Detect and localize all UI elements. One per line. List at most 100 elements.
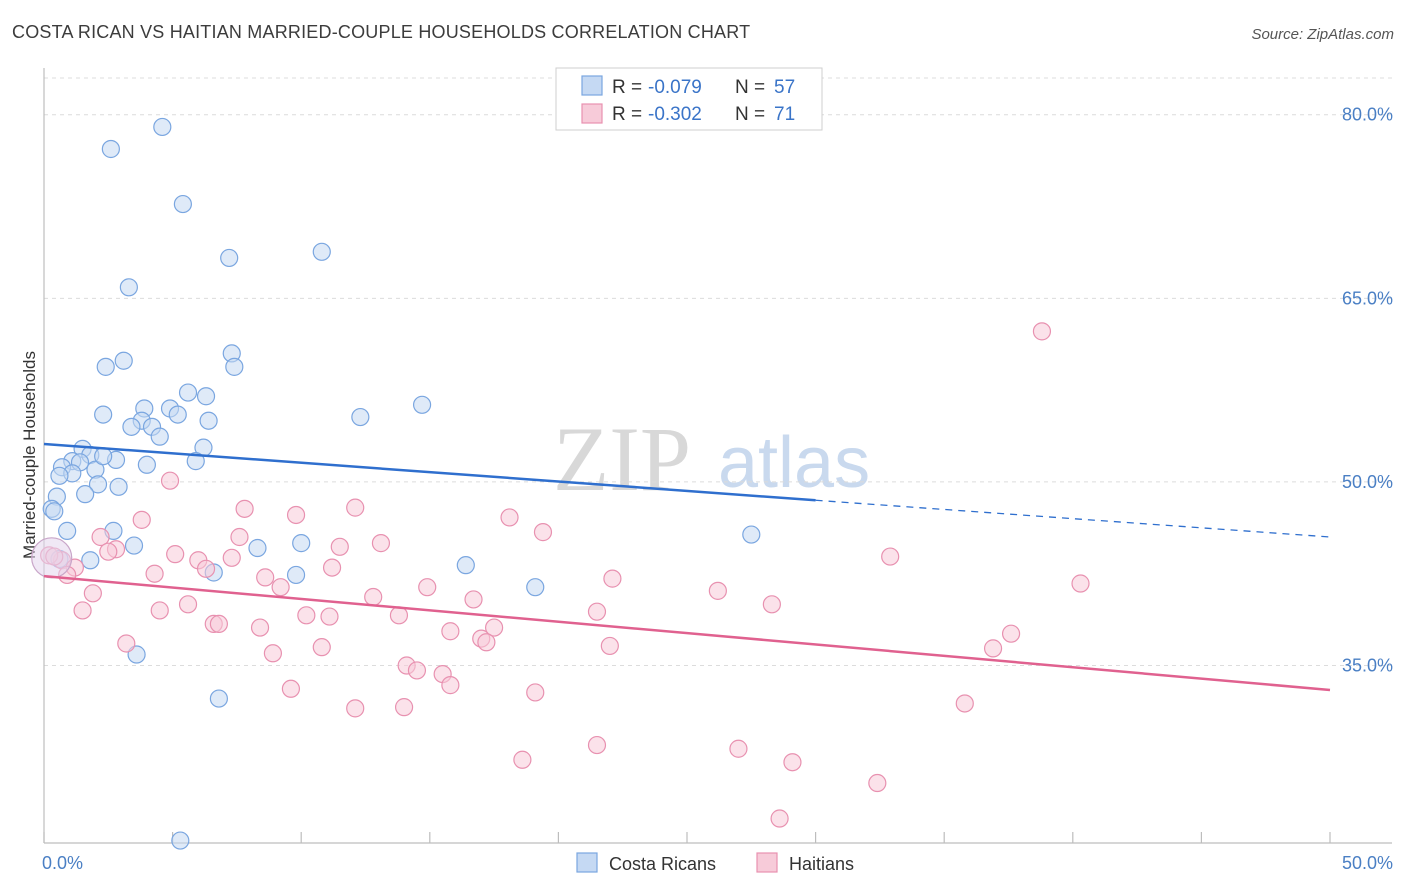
point-haitians-11 <box>330 537 349 556</box>
chart-source: Source: ZipAtlas.com <box>1251 26 1394 43</box>
point-haitians-40 <box>389 606 409 625</box>
point-haitians-57 <box>441 676 460 695</box>
point-costa-ricans-48 <box>456 556 475 575</box>
point-haitians-24 <box>256 568 275 587</box>
point-haitians-25 <box>603 569 622 588</box>
point-costa-ricans-19 <box>199 411 218 430</box>
legend-swatch-haitians <box>581 103 603 124</box>
point-haitians-64 <box>729 739 748 758</box>
trend-line-costa-ricans <box>43 442 816 502</box>
point-haitians-8 <box>91 527 110 547</box>
point-costa-ricans-4 <box>312 242 331 261</box>
legend-n-value-1: 57 <box>774 77 795 98</box>
series-legend: Costa Ricans Haitians <box>576 852 854 874</box>
point-haitians-5 <box>500 508 519 527</box>
point-haitians-22 <box>145 564 164 583</box>
point-haitians-63 <box>587 735 607 755</box>
point-haitians-4 <box>286 505 306 525</box>
point-haitians-1 <box>160 471 180 490</box>
point-haitians-9 <box>230 527 249 547</box>
point-haitians-0 <box>1032 322 1052 341</box>
point-costa-ricans-44 <box>292 534 311 553</box>
series-legend-label-costa-ricans: Costa Ricans <box>609 854 716 874</box>
point-haitians-29 <box>708 581 727 600</box>
point-costa-ricans-47 <box>81 551 100 570</box>
legend-swatch-costa-ricans <box>581 75 603 96</box>
point-haitians-2 <box>235 499 254 518</box>
point-costa-ricans-16 <box>168 405 187 424</box>
point-costa-ricans-20 <box>122 417 141 436</box>
point-haitians-55 <box>407 661 427 680</box>
point-haitians-46 <box>1001 624 1021 643</box>
point-haitians-27 <box>271 578 290 597</box>
point-costa-ricans-29 <box>186 452 205 471</box>
legend-n-label-2: N = <box>735 104 765 125</box>
watermark: ZIP atlas <box>553 408 870 510</box>
trend-lines <box>43 442 1331 692</box>
point-haitians-15 <box>881 547 900 566</box>
point-haitians-13 <box>99 542 118 561</box>
point-haitians-61 <box>346 699 365 718</box>
point-costa-ricans-11 <box>196 387 216 406</box>
point-costa-ricans-43 <box>742 525 761 544</box>
y-tick-label-2: 50.0% <box>1342 472 1393 492</box>
point-costa-ricans-35 <box>88 475 108 494</box>
point-haitians-10 <box>371 534 391 553</box>
trend-line-haitians <box>43 574 1331 692</box>
stats-legend: R = -0.079 N = 57 R = -0.302 N = 71 <box>555 67 823 131</box>
point-haitians-6 <box>132 510 151 529</box>
point-costa-ricans-53 <box>209 689 228 708</box>
point-costa-ricans-30 <box>137 455 156 474</box>
point-haitians-59 <box>526 683 545 702</box>
point-haitians-65 <box>513 750 532 769</box>
point-costa-ricans-15 <box>94 405 113 424</box>
point-haitians-58 <box>281 679 301 698</box>
point-costa-ricans-51 <box>526 578 545 597</box>
point-haitians-39 <box>320 607 339 626</box>
point-haitians-20 <box>322 558 342 577</box>
point-costa-ricans-40 <box>45 502 64 521</box>
point-costa-ricans-50 <box>286 565 306 585</box>
point-haitians-3 <box>346 498 365 517</box>
watermark-zip-text: ZIP <box>553 408 691 510</box>
legend-r-label-1: R = <box>612 77 642 98</box>
point-haitians-62 <box>394 698 414 717</box>
series-legend-label-haitians: Haitians <box>789 854 854 874</box>
point-haitians-36 <box>150 601 169 620</box>
point-haitians-45 <box>485 618 504 637</box>
point-costa-ricans-36 <box>109 477 128 496</box>
point-haitians-67 <box>868 773 887 793</box>
axes <box>43 68 1392 844</box>
point-costa-ricans-17 <box>351 407 370 427</box>
point-costa-ricans-1 <box>101 139 120 159</box>
point-costa-ricans-41 <box>58 521 77 540</box>
y-tick-label-1: 65.0% <box>1342 288 1393 308</box>
point-haitians-34 <box>762 595 781 614</box>
point-haitians-42 <box>209 614 228 634</box>
legend-r-label-2: R = <box>612 104 642 125</box>
y-tick-label-3: 35.0% <box>1342 656 1393 676</box>
point-haitians-50 <box>312 638 331 657</box>
point-costa-ricans-9 <box>225 357 244 376</box>
point-haitians-49 <box>117 634 136 653</box>
grid-lines <box>44 77 1392 667</box>
point-haitians-43 <box>250 618 270 637</box>
point-costa-ricans-22 <box>150 427 169 446</box>
point-costa-ricans-56 <box>94 447 113 466</box>
legend-n-value-2: 71 <box>774 104 795 125</box>
point-haitians-60 <box>955 694 974 713</box>
point-cluster-origin <box>31 537 73 579</box>
point-haitians-66 <box>783 753 802 772</box>
point-costa-ricans-0 <box>153 117 172 137</box>
point-costa-ricans-46 <box>248 538 267 558</box>
point-haitians-31 <box>364 587 383 607</box>
point-haitians-44 <box>441 622 460 641</box>
point-costa-ricans-7 <box>114 351 133 370</box>
watermark-atlas-text: atlas <box>718 423 870 503</box>
point-costa-ricans-5 <box>119 278 138 297</box>
point-haitians-21 <box>196 559 216 578</box>
series-haitians <box>40 322 1090 828</box>
point-haitians-68 <box>770 809 789 828</box>
point-costa-ricans-45 <box>124 536 144 555</box>
